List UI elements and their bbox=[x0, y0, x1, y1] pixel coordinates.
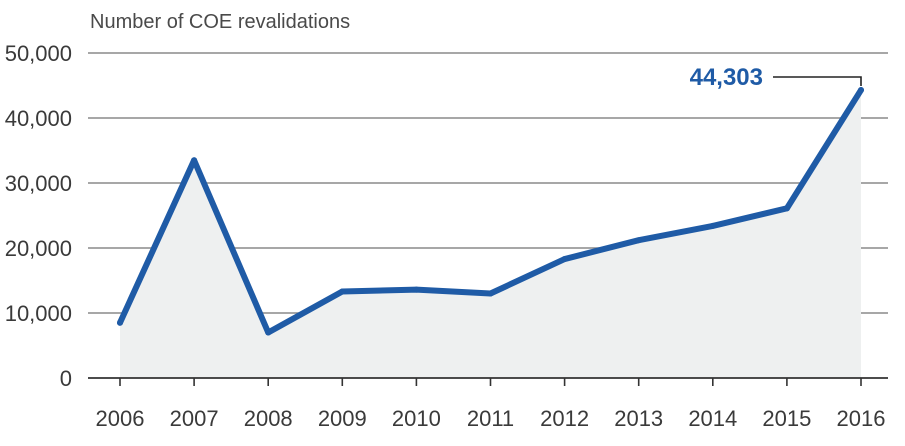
callout-label: 44,303 bbox=[690, 64, 763, 91]
x-tick-label: 2013 bbox=[614, 406, 663, 431]
y-tick-label: 0 bbox=[60, 366, 72, 391]
x-tick-label: 2011 bbox=[467, 406, 514, 431]
data-point bbox=[339, 288, 346, 295]
x-tick-label: 2008 bbox=[244, 406, 293, 431]
y-tick-label: 10,000 bbox=[5, 301, 72, 326]
y-tick-label: 20,000 bbox=[5, 236, 72, 261]
data-point bbox=[858, 87, 864, 94]
data-point bbox=[635, 237, 642, 244]
data-points bbox=[117, 87, 864, 336]
data-point bbox=[413, 286, 420, 293]
data-point bbox=[117, 319, 123, 326]
x-tick-label: 2015 bbox=[762, 406, 811, 431]
area-fill bbox=[120, 90, 861, 378]
x-tick-label: 2012 bbox=[540, 406, 589, 431]
data-point bbox=[191, 157, 198, 164]
x-tick-label: 2014 bbox=[688, 406, 737, 431]
y-tick-label: 50,000 bbox=[5, 41, 72, 66]
data-point bbox=[487, 290, 494, 297]
data-point bbox=[709, 222, 716, 229]
y-tick-label: 30,000 bbox=[5, 171, 72, 196]
x-tick-label: 2009 bbox=[318, 406, 367, 431]
y-axis-label: Number of COE revalidations bbox=[90, 11, 350, 33]
x-tick-label: 2007 bbox=[170, 406, 219, 431]
data-point bbox=[783, 205, 790, 212]
data-point bbox=[561, 256, 568, 263]
x-tick-labels: 2006 2007 2008 2009 2010 2011 2012 2013 2014 2015… bbox=[96, 406, 886, 431]
x-tick-label: 2010 bbox=[392, 406, 441, 431]
x-tick-label: 2016 bbox=[837, 406, 886, 431]
data-point bbox=[265, 329, 272, 336]
x-tick-marks bbox=[119, 378, 862, 386]
y-tick-labels: 0 10,000 20,000 30,000 40,000 50,000 bbox=[5, 41, 72, 391]
y-tick-label: 40,000 bbox=[5, 106, 72, 131]
callout-leader-line bbox=[773, 76, 862, 87]
x-tick-label: 2006 bbox=[96, 406, 145, 431]
